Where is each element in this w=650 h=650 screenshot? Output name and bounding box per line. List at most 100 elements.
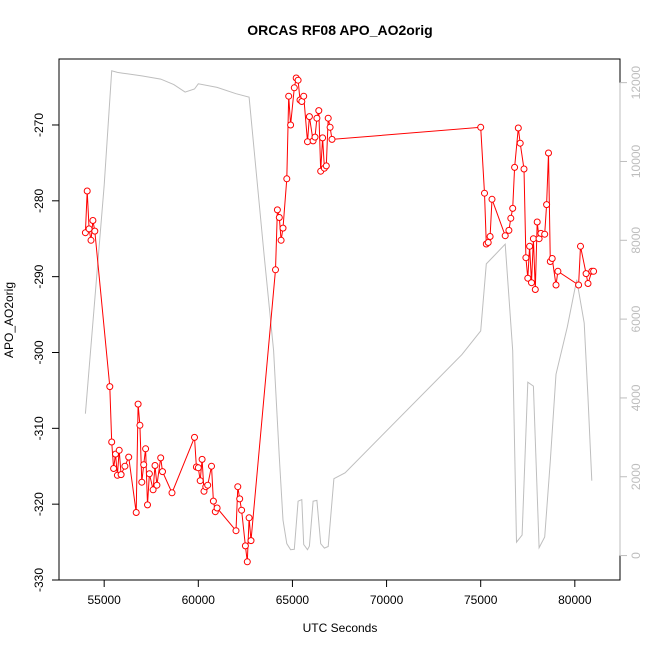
data-point [300,92,308,100]
data-point [115,446,123,454]
data-point [238,506,246,514]
y2-tick-label: 8000 [629,227,643,254]
data-point [305,113,313,121]
data-point [275,214,283,221]
y-tick-label: -280 [32,188,46,212]
data-point [484,239,492,246]
data-point [552,281,560,289]
data-point [287,121,295,129]
data-point [319,134,327,142]
data-point [247,537,255,545]
data-point [313,114,321,122]
data-point [168,489,176,497]
series-layer [81,70,598,566]
data-point [488,195,496,203]
x-tick-label: 70000 [370,593,404,607]
data-point [548,255,556,262]
data-point [140,461,148,469]
y2-tick-label: 6000 [629,305,643,332]
data-point [304,138,311,146]
data-point [514,124,522,132]
data-point [149,486,157,494]
data-point [232,527,240,535]
data-point [213,504,221,512]
data-point [524,274,532,282]
data-point [584,280,592,287]
x-tick-label: 65000 [276,593,310,607]
data-point [522,254,530,262]
data-point [545,149,552,157]
data-point [243,558,251,566]
x-tick-label: 80000 [558,593,592,607]
data-point [191,433,198,441]
y2-tick-label: 2000 [629,463,643,490]
y-tick-label: -320 [32,492,46,516]
y-tick-label: -300 [32,340,46,364]
data-point [509,204,517,212]
data-point [198,455,206,463]
data-point [505,226,513,234]
data-point [194,464,202,472]
x-axis-label: UTC Seconds [303,621,378,635]
data-point [106,383,114,391]
y-tick-label: -270 [32,113,46,137]
data-point [273,206,281,214]
data-point [159,468,166,476]
y-tick-label: -290 [32,264,46,288]
data-point [142,445,150,453]
data-point [520,165,528,173]
data-point [328,135,336,143]
data-point [117,471,125,479]
data-point [209,497,217,505]
y2-tick-label: 12000 [629,66,643,100]
data-point [283,175,291,183]
data-point [501,232,509,240]
data-point [322,162,330,170]
data-point [241,542,249,550]
data-point [481,189,488,197]
data-point [138,478,146,486]
x-tick-label: 75000 [464,593,498,607]
data-point [507,214,515,222]
data-point [277,236,285,244]
data-point [134,400,142,408]
data-point [311,133,319,141]
data-point [531,286,539,293]
x-tick-label: 60000 [182,593,216,607]
data-point [83,187,91,195]
data-point [245,514,253,522]
data-point [324,114,332,122]
data-point [89,217,97,224]
secondary-series-line [84,70,593,551]
data-point [529,235,537,243]
data-point [279,224,287,232]
plot-frame [58,58,621,581]
data-point [554,267,562,275]
data-point [145,470,153,478]
data-point [294,76,302,84]
data-point [110,465,118,472]
data-point [577,242,584,250]
chart-title: ORCAS RF08 APO_AO2orig [247,22,432,38]
data-point [272,266,279,274]
data-point [486,233,494,240]
data-point [582,270,590,278]
y-axis: -330 -320 -310 -300 -290 -280 -270 [32,113,60,592]
data-point [204,481,212,489]
data-point [132,509,140,516]
y-axis-label: APO_AO2orig [2,282,16,358]
y2-tick-label: 4000 [629,384,643,411]
data-point [108,438,116,446]
data-point [477,123,485,131]
y-tick-label: -310 [32,416,46,440]
data-point [236,495,244,503]
data-point [516,139,524,147]
data-point [285,92,293,100]
data-point [196,477,204,485]
y2-tick-label: 0 [629,552,643,559]
data-point [590,267,598,275]
data-point [543,201,551,209]
data-point [125,453,133,461]
data-point [528,279,535,287]
